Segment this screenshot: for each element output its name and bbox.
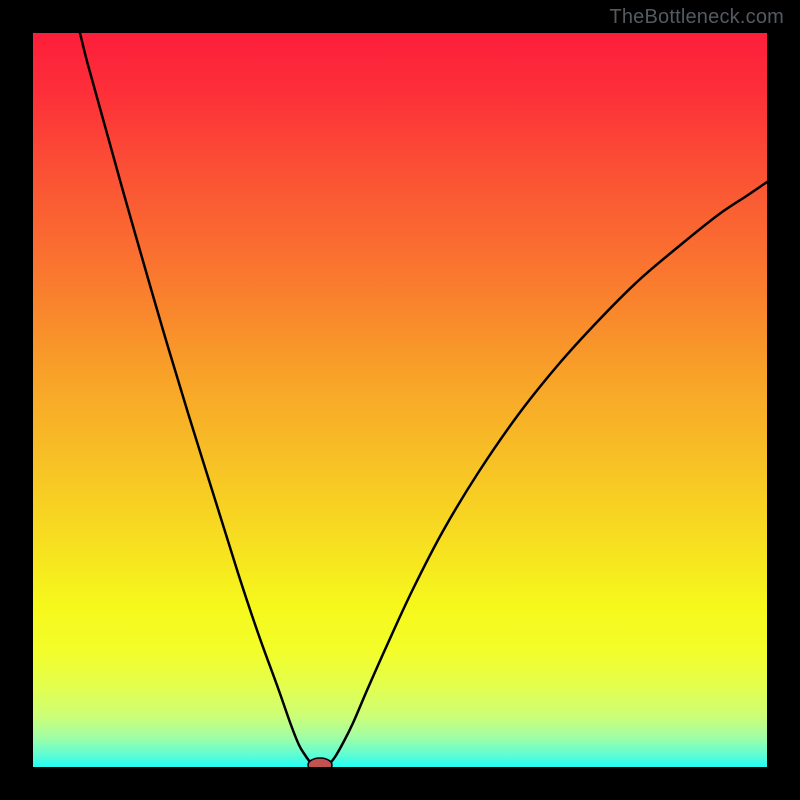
curve-min-marker: [308, 758, 332, 767]
curve-right-branch: [325, 182, 767, 766]
watermark-text: TheBottleneck.com: [609, 6, 784, 29]
chart-plot-area: [33, 33, 767, 767]
curve-left-branch: [80, 33, 316, 766]
chart-curve: [33, 33, 767, 767]
